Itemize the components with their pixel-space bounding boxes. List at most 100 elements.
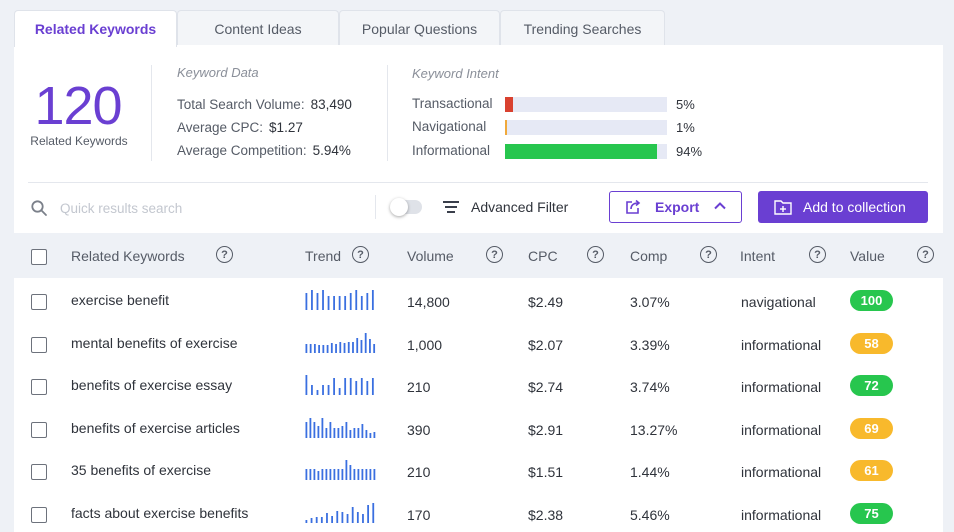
table-row[interactable]: benefits of exercise articles 390 $2.91 13.…	[14, 408, 943, 451]
trend-bar	[346, 514, 349, 523]
row-checkbox[interactable]	[31, 507, 47, 523]
results-panel: 120 Related Keywords Keyword Data Total …	[14, 45, 943, 532]
intent-bar-navigational	[505, 120, 667, 135]
trend-bar	[325, 427, 328, 438]
help-icon[interactable]: ?	[700, 246, 717, 263]
intent-cell: informational	[741, 421, 822, 438]
total-search-volume: Total Search Volume: 83,490	[177, 97, 352, 112]
trend-bar	[345, 421, 348, 438]
column-header-volume[interactable]: Volume	[407, 248, 454, 264]
trend-bar	[343, 342, 346, 353]
trend-bar	[316, 390, 319, 396]
intent-cell: informational	[741, 379, 822, 396]
keyword-link[interactable]: mental benefits of exercise	[71, 334, 238, 351]
intent-cell: informational	[741, 464, 822, 481]
quick-search-input[interactable]	[60, 196, 360, 220]
intent-percent: 94%	[676, 144, 703, 159]
cpc-cell: $2.91	[528, 421, 564, 438]
volume-cell: 210	[407, 464, 431, 481]
average-cpc: Average CPC: $1.27	[177, 120, 303, 135]
trend-bar	[321, 469, 324, 481]
trend-bar	[333, 469, 336, 481]
row-checkbox[interactable]	[31, 379, 47, 396]
value-badge: 100	[850, 290, 893, 311]
help-icon[interactable]: ?	[486, 246, 503, 263]
keyword-link[interactable]: facts about exercise benefits	[71, 505, 249, 521]
trend-bar	[341, 469, 344, 481]
row-checkbox[interactable]	[31, 294, 47, 310]
trend-bar	[309, 469, 312, 481]
keyword-data-title: Keyword Data	[177, 65, 259, 80]
trend-bar	[305, 421, 308, 438]
table-row[interactable]: exercise benefit 14,800 $2.49 3.07% navigati…	[14, 280, 943, 323]
volume-cell: 210	[407, 379, 431, 396]
trend-bar	[330, 342, 333, 353]
help-icon[interactable]: ?	[352, 246, 369, 263]
help-icon[interactable]: ?	[216, 246, 233, 263]
total-search-volume-value: 83,490	[310, 97, 352, 112]
tab-related-keywords[interactable]: Related Keywords	[14, 10, 177, 47]
value-badge: 75	[850, 503, 893, 524]
trend-bar	[361, 469, 364, 481]
trend-bar	[336, 511, 339, 523]
intent-cell: informational	[741, 507, 822, 523]
average-cpc-value: $1.27	[269, 120, 303, 135]
tab-popular-questions[interactable]: Popular Questions	[339, 10, 500, 46]
row-checkbox[interactable]	[31, 464, 47, 481]
keyword-link[interactable]: 35 benefits of exercise	[71, 462, 212, 479]
intent-cell: navigational	[741, 294, 816, 310]
export-button[interactable]: Export	[609, 191, 742, 223]
keyword-link[interactable]: benefits of exercise essay	[71, 377, 233, 394]
tab-trending-searches[interactable]: Trending Searches	[500, 10, 665, 46]
help-icon[interactable]: ?	[917, 246, 934, 263]
trend-bar	[311, 385, 313, 396]
help-icon[interactable]: ?	[809, 246, 826, 263]
intent-bar-informational	[505, 144, 667, 159]
row-checkbox[interactable]	[31, 336, 47, 353]
select-all-checkbox[interactable]	[31, 249, 47, 265]
advanced-filter-toggle[interactable]	[390, 198, 422, 216]
trend-bar	[322, 344, 325, 353]
trend-sparkline	[305, 460, 376, 481]
column-header-related-keywords[interactable]: Related Keywords	[71, 248, 185, 264]
table-row[interactable]: benefits of exercise essay 210 $2.74 3.74% i…	[14, 365, 943, 408]
intent-label-navigational: Navigational	[412, 119, 487, 134]
row-checkbox[interactable]	[31, 421, 47, 438]
advanced-filter-label[interactable]: Advanced Filter	[471, 199, 569, 215]
intent-bar-fill	[505, 144, 657, 159]
add-to-collection-label: Add to collection	[803, 199, 906, 215]
trend-bar	[372, 503, 375, 523]
trend-bar	[362, 514, 364, 523]
intent-label-informational: Informational	[412, 143, 491, 158]
table-row[interactable]: mental benefits of exercise 1,000 $2.07 3.3…	[14, 323, 943, 366]
trend-bar	[305, 520, 308, 523]
keyword-link[interactable]: exercise benefit	[71, 292, 170, 308]
column-header-cpc[interactable]: CPC	[528, 248, 558, 264]
column-header-intent[interactable]: Intent	[740, 248, 776, 264]
average-competition-label: Average Competition:	[177, 143, 307, 158]
column-header-trend[interactable]: Trend	[305, 248, 342, 264]
cpc-cell: $2.38	[528, 507, 564, 523]
trend-bar	[338, 388, 341, 396]
column-header-value[interactable]: Value	[850, 248, 885, 264]
trend-bar	[344, 296, 347, 310]
keyword-link[interactable]: benefits of exercise articles	[71, 419, 240, 436]
trend-bar	[356, 337, 359, 353]
table-row[interactable]: facts about exercise benefits 170 $2.38 5.4…	[14, 493, 943, 532]
trend-bar	[373, 343, 376, 353]
related-keywords-count-label: Related Keywords	[30, 134, 128, 148]
add-to-collection-button[interactable]: Add to collection	[758, 191, 928, 223]
table-header: Related Keywords ? Trend ? Volume ? CPC …	[14, 233, 943, 278]
help-icon[interactable]: ?	[587, 246, 604, 263]
column-header-comp[interactable]: Comp	[630, 248, 668, 264]
trend-bar	[305, 343, 308, 353]
trend-bar	[339, 341, 342, 353]
table-row[interactable]: 35 benefits of exercise 210 $1.51 1.44% info…	[14, 450, 943, 493]
trend-sparkline	[305, 290, 374, 310]
competition-cell: 3.39%	[630, 336, 670, 353]
tab-bar: Related Keywords Content Ideas Popular Q…	[14, 10, 954, 47]
export-icon	[626, 199, 641, 214]
summary-divider	[387, 65, 388, 161]
tab-content-ideas[interactable]: Content Ideas	[177, 10, 339, 46]
competition-cell: 3.07%	[630, 294, 670, 310]
